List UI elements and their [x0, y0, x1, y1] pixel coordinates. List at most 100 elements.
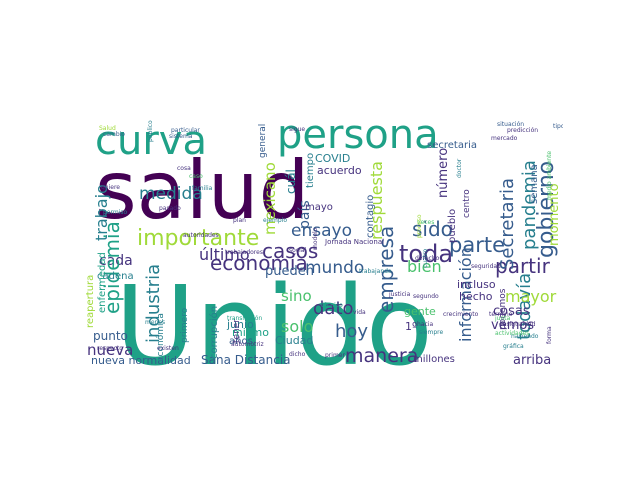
word-97: plan	[233, 217, 246, 224]
word-78: social	[289, 247, 306, 254]
word-114: seguridad	[471, 263, 501, 270]
word-69: millones	[413, 354, 455, 365]
word-4: importante	[137, 226, 259, 251]
word-108: primer	[325, 352, 345, 359]
word-cloud: salud Unido curva persona importante ensayo si…	[77, 118, 563, 366]
word-6: sido	[412, 217, 453, 241]
word-77: ejemplo	[263, 217, 287, 224]
word-79: automotriz	[231, 341, 264, 348]
word-53: tiempo	[305, 153, 316, 188]
word-95: permiso	[103, 209, 127, 216]
word-75: Jornada Nacional	[324, 238, 384, 246]
word-60: enfermedad	[97, 252, 108, 313]
word-36: dato	[313, 298, 354, 319]
word-40: nueva normalidad	[91, 354, 191, 366]
word-70: podemos	[498, 288, 508, 330]
word-28: industria	[143, 264, 164, 343]
word-65: hecho	[459, 290, 493, 303]
word-120: veces	[417, 219, 434, 226]
word-61: económica	[155, 313, 166, 362]
word-62: primero	[180, 307, 190, 343]
word-51: mayo	[305, 202, 333, 213]
word-112: crecimiento	[443, 311, 479, 318]
word-8: gobierno	[534, 161, 559, 258]
word-122: doctor	[456, 158, 463, 178]
word-26: mundo	[305, 258, 364, 278]
word-48: contagio	[365, 195, 376, 238]
word-123: junta	[494, 315, 511, 322]
word-102: haciendo	[511, 333, 539, 340]
word-12: partir	[495, 254, 551, 278]
word-13: Secretaria	[497, 178, 518, 270]
word-113: trabajando	[359, 268, 392, 275]
word-47: general	[258, 124, 268, 158]
word-34: sino	[281, 287, 312, 305]
word-105: existen	[157, 345, 179, 352]
word-35: solo	[281, 317, 313, 336]
word-30: manera	[345, 345, 418, 366]
word-9: toda	[399, 240, 453, 268]
word-93: caso	[189, 173, 203, 180]
word-81: gráfica	[503, 343, 524, 350]
word-54: junio	[226, 318, 254, 331]
word-7: parte	[449, 233, 505, 257]
word-56: años	[229, 336, 253, 347]
word-43: punto	[93, 329, 128, 343]
word-98: familia	[192, 185, 213, 192]
word-1: Unido	[115, 262, 433, 366]
word-3: persona	[277, 118, 439, 158]
word-117: siempre	[419, 329, 443, 336]
word-92: cosa	[177, 165, 191, 172]
word-88: tipo	[553, 123, 563, 130]
word-31: información	[456, 247, 475, 342]
word-50: número	[436, 148, 451, 198]
word-94: quiere	[101, 184, 120, 191]
word-118: medio ambiente	[546, 151, 553, 200]
word-119: término	[489, 311, 513, 318]
word-111: derecho	[415, 255, 440, 262]
word-20: país	[297, 200, 313, 229]
word-124: proceso	[416, 214, 423, 238]
word-76: modelo	[312, 227, 319, 250]
word-24: último	[199, 245, 250, 264]
word-83: sistema	[169, 133, 193, 140]
word-86: situación	[497, 121, 524, 128]
word-72: tener	[232, 319, 242, 343]
word-10: economía	[210, 251, 308, 275]
word-32: todavía	[514, 273, 535, 340]
word-109: técnico	[321, 302, 343, 309]
word-82: vida	[353, 309, 366, 316]
word-17: trabajo	[92, 184, 111, 241]
word-107: menos	[145, 319, 165, 326]
word-21: respuesta	[367, 161, 386, 240]
word-115: actividades	[495, 330, 529, 337]
word-100: cuatro	[422, 249, 429, 268]
word-90: cambio	[103, 131, 125, 138]
word-38: vemos	[491, 318, 534, 333]
word-39: nueva	[87, 341, 133, 359]
word-33: mayor	[505, 287, 557, 306]
word-cloud-canvas: salud Unido curva persona importante ensayo si…	[85, 118, 563, 366]
word-84: público	[147, 120, 154, 142]
word-41: Sana Distancia	[201, 353, 291, 366]
word-80: transmisión	[227, 315, 262, 322]
word-14: pandemia	[519, 160, 540, 250]
word-15: momento	[547, 183, 562, 246]
word-89: Salud	[99, 125, 116, 132]
word-68: pueblo	[447, 209, 458, 243]
word-99: segundo	[413, 293, 439, 300]
word-23: epidemia	[100, 221, 124, 314]
word-18: cada	[99, 253, 133, 269]
word-103: forma	[546, 326, 553, 344]
word-57: mismo	[232, 326, 269, 339]
word-85: sigue	[289, 126, 305, 133]
word-74: trabajadores	[225, 249, 263, 256]
word-29: hoy	[335, 321, 368, 342]
word-11: casos	[262, 239, 318, 263]
word-19: mexicano	[261, 162, 279, 235]
word-58: cadena	[97, 271, 134, 282]
word-59: reapertura	[85, 275, 96, 328]
word-110: justicia	[388, 291, 411, 298]
word-63: corrupción	[208, 306, 220, 359]
word-73: autoridades	[183, 232, 219, 239]
